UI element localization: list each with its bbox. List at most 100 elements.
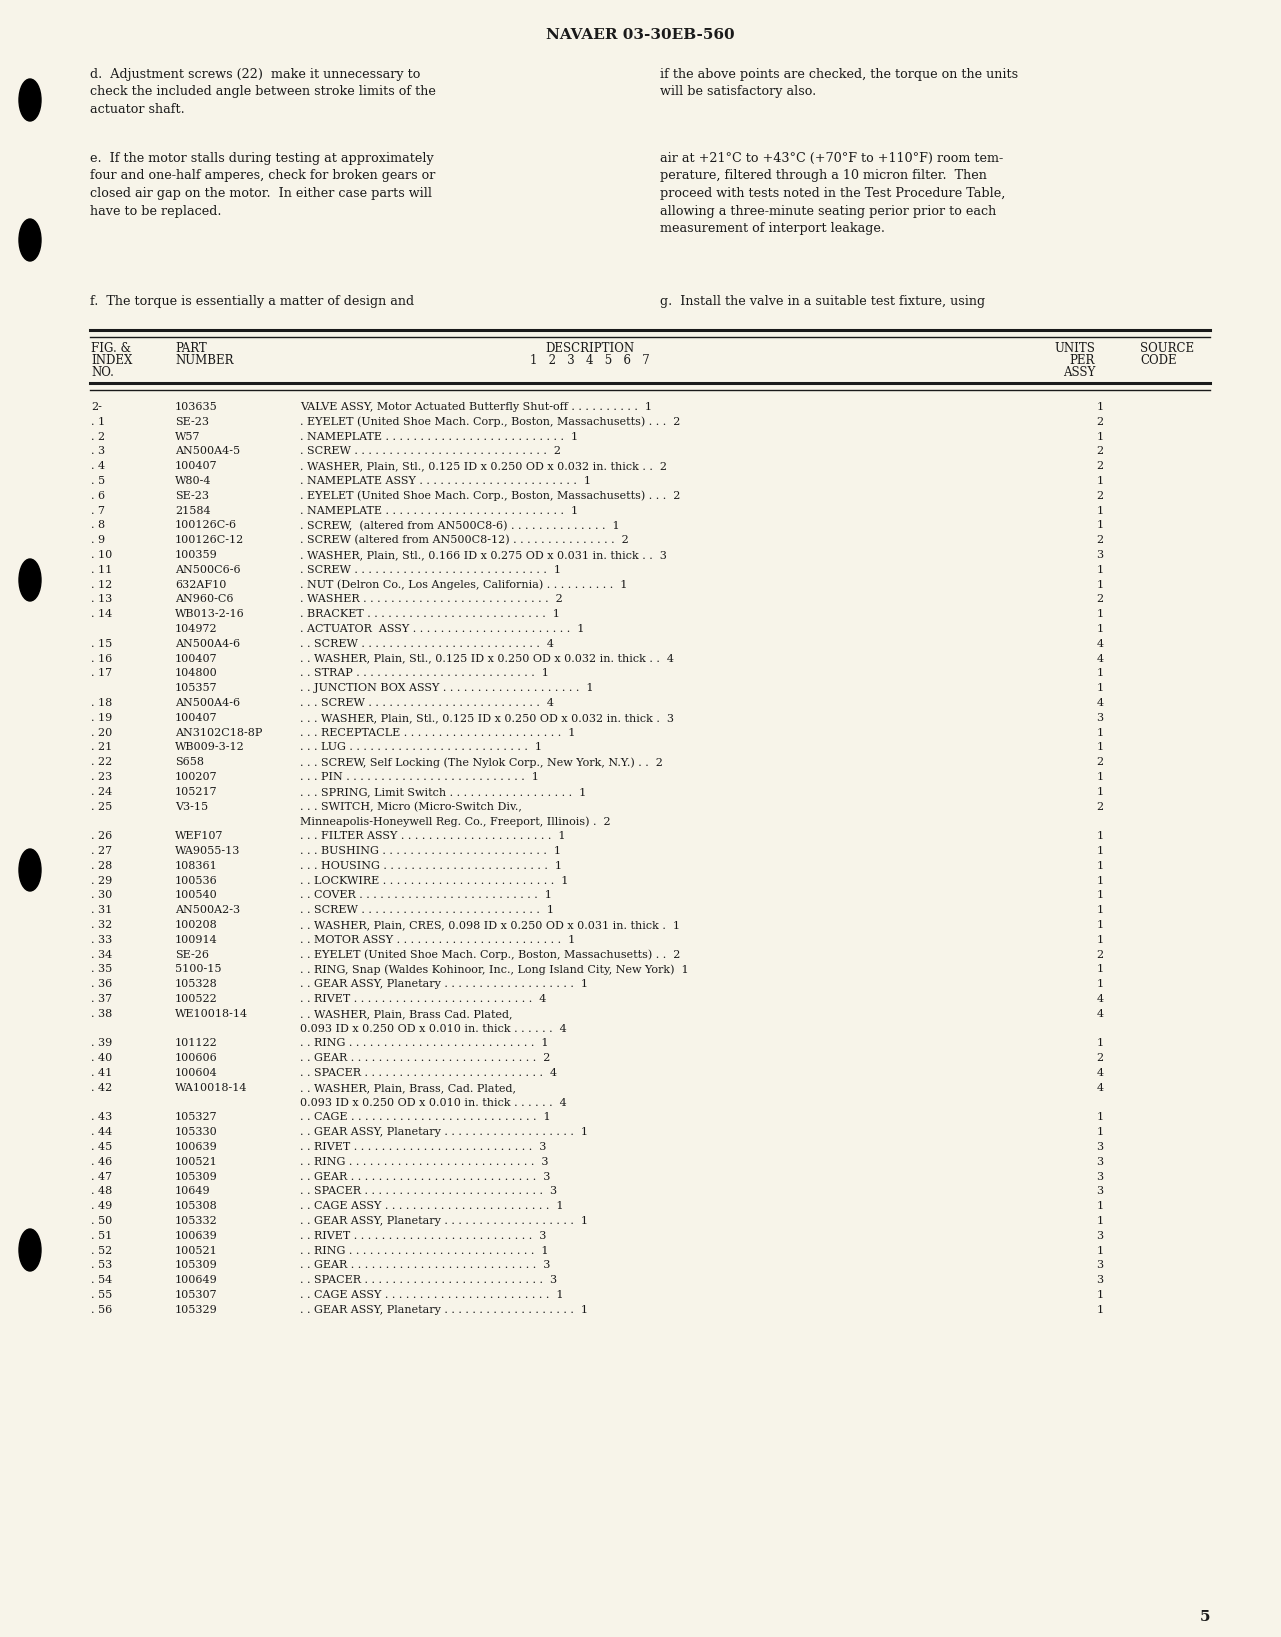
- Text: . 24: . 24: [91, 787, 113, 797]
- Text: WB013-2-16: WB013-2-16: [175, 609, 245, 619]
- Text: . 46: . 46: [91, 1157, 113, 1167]
- Text: 1: 1: [1097, 579, 1103, 589]
- Text: 3: 3: [1097, 1172, 1103, 1182]
- Text: 100536: 100536: [175, 876, 218, 886]
- Text: AN500A4-6: AN500A4-6: [175, 638, 240, 648]
- Ellipse shape: [19, 1229, 41, 1270]
- Text: air at +21°C to +43°C (+70°F to +110°F) room tem-
perature, filtered through a 1: air at +21°C to +43°C (+70°F to +110°F) …: [660, 152, 1006, 236]
- Text: . 41: . 41: [91, 1067, 113, 1079]
- Text: . . GEAR ASSY, Planetary . . . . . . . . . . . . . . . . . . .  1: . . GEAR ASSY, Planetary . . . . . . . .…: [300, 1216, 588, 1226]
- Text: . . CAGE ASSY . . . . . . . . . . . . . . . . . . . . . . . .  1: . . CAGE ASSY . . . . . . . . . . . . . …: [300, 1202, 564, 1211]
- Text: . 56: . 56: [91, 1305, 113, 1315]
- Text: . 13: . 13: [91, 594, 113, 604]
- Text: 100208: 100208: [175, 920, 218, 930]
- Text: . . GEAR ASSY, Planetary . . . . . . . . . . . . . . . . . . .  1: . . GEAR ASSY, Planetary . . . . . . . .…: [300, 979, 588, 989]
- Text: 100407: 100407: [175, 462, 218, 471]
- Text: PART: PART: [175, 342, 206, 355]
- Text: . 19: . 19: [91, 712, 113, 724]
- Text: 105309: 105309: [175, 1260, 218, 1270]
- Text: . . SCREW . . . . . . . . . . . . . . . . . . . . . . . . . .  1: . . SCREW . . . . . . . . . . . . . . . …: [300, 905, 553, 915]
- Text: . . CAGE ASSY . . . . . . . . . . . . . . . . . . . . . . . .  1: . . CAGE ASSY . . . . . . . . . . . . . …: [300, 1290, 564, 1300]
- Text: 4: 4: [1097, 1008, 1103, 1018]
- Text: DESCRIPTION: DESCRIPTION: [546, 342, 634, 355]
- Text: . 51: . 51: [91, 1231, 113, 1241]
- Text: . 1: . 1: [91, 417, 105, 427]
- Text: 1: 1: [1097, 565, 1103, 575]
- Text: . . SPACER . . . . . . . . . . . . . . . . . . . . . . . . . .  4: . . SPACER . . . . . . . . . . . . . . .…: [300, 1067, 557, 1079]
- Text: 1: 1: [1097, 905, 1103, 915]
- Text: 105332: 105332: [175, 1216, 218, 1226]
- Text: 1: 1: [1097, 935, 1103, 945]
- Text: 2: 2: [1097, 417, 1103, 427]
- Text: . . . WASHER, Plain, Stl., 0.125 ID x 0.250 OD x 0.032 in. thick .  3: . . . WASHER, Plain, Stl., 0.125 ID x 0.…: [300, 712, 674, 724]
- Text: 105309: 105309: [175, 1172, 218, 1182]
- Text: 105327: 105327: [175, 1113, 218, 1123]
- Text: . . WASHER, Plain, CRES, 0.098 ID x 0.250 OD x 0.031 in. thick .  1: . . WASHER, Plain, CRES, 0.098 ID x 0.25…: [300, 920, 680, 930]
- Text: PER: PER: [1070, 354, 1095, 367]
- Text: . 55: . 55: [91, 1290, 113, 1300]
- Text: AN3102C18-8P: AN3102C18-8P: [175, 727, 263, 738]
- Text: . . SCREW . . . . . . . . . . . . . . . . . . . . . . . . . .  4: . . SCREW . . . . . . . . . . . . . . . …: [300, 638, 553, 648]
- Text: 1: 1: [1097, 979, 1103, 989]
- Text: 632AF10: 632AF10: [175, 579, 227, 589]
- Text: 1: 1: [1097, 876, 1103, 886]
- Text: 100207: 100207: [175, 773, 218, 782]
- Text: 1: 1: [1097, 668, 1103, 678]
- Text: AN500A4-6: AN500A4-6: [175, 697, 240, 707]
- Text: AN960-C6: AN960-C6: [175, 594, 233, 604]
- Text: . 18: . 18: [91, 697, 113, 707]
- Text: WB009-3-12: WB009-3-12: [175, 743, 245, 753]
- Text: 1: 1: [1097, 1038, 1103, 1048]
- Text: . . RIVET . . . . . . . . . . . . . . . . . . . . . . . . . .  3: . . RIVET . . . . . . . . . . . . . . . …: [300, 1143, 547, 1152]
- Text: . 31: . 31: [91, 905, 113, 915]
- Text: WA9055-13: WA9055-13: [175, 846, 241, 856]
- Text: . WASHER . . . . . . . . . . . . . . . . . . . . . . . . . . .  2: . WASHER . . . . . . . . . . . . . . . .…: [300, 594, 562, 604]
- Text: . . EYELET (United Shoe Mach. Corp., Boston, Massachusetts) . .  2: . . EYELET (United Shoe Mach. Corp., Bos…: [300, 949, 680, 961]
- Text: 1: 1: [1097, 624, 1103, 634]
- Text: . EYELET (United Shoe Mach. Corp., Boston, Massachusetts) . . .  2: . EYELET (United Shoe Mach. Corp., Bosto…: [300, 491, 680, 501]
- Text: 1: 1: [1097, 1216, 1103, 1226]
- Text: . 39: . 39: [91, 1038, 113, 1048]
- Text: 105330: 105330: [175, 1128, 218, 1138]
- Text: . . JUNCTION BOX ASSY . . . . . . . . . . . . . . . . . . . .  1: . . JUNCTION BOX ASSY . . . . . . . . . …: [300, 683, 593, 692]
- Text: . 35: . 35: [91, 964, 113, 974]
- Text: . . . SCREW, Self Locking (The Nylok Corp., New York, N.Y.) . .  2: . . . SCREW, Self Locking (The Nylok Cor…: [300, 758, 662, 768]
- Ellipse shape: [19, 850, 41, 891]
- Text: 2: 2: [1097, 491, 1103, 501]
- Text: . . WASHER, Plain, Brass, Cad. Plated,: . . WASHER, Plain, Brass, Cad. Plated,: [300, 1082, 516, 1094]
- Text: . . . BUSHING . . . . . . . . . . . . . . . . . . . . . . . .  1: . . . BUSHING . . . . . . . . . . . . . …: [300, 846, 561, 856]
- Text: 100407: 100407: [175, 712, 218, 724]
- Text: . . COVER . . . . . . . . . . . . . . . . . . . . . . . . . .  1: . . COVER . . . . . . . . . . . . . . . …: [300, 891, 552, 900]
- Text: . . RING, Snap (Waldes Kohinoor, Inc., Long Island City, New York)  1: . . RING, Snap (Waldes Kohinoor, Inc., L…: [300, 964, 689, 976]
- Text: 1: 1: [1097, 1290, 1103, 1300]
- Text: AN500A2-3: AN500A2-3: [175, 905, 240, 915]
- Text: . . . LUG . . . . . . . . . . . . . . . . . . . . . . . . . .  1: . . . LUG . . . . . . . . . . . . . . . …: [300, 743, 542, 753]
- Text: . . MOTOR ASSY . . . . . . . . . . . . . . . . . . . . . . . .  1: . . MOTOR ASSY . . . . . . . . . . . . .…: [300, 935, 575, 945]
- Text: NAVAER 03-30EB-560: NAVAER 03-30EB-560: [546, 28, 734, 43]
- Text: . . . SPRING, Limit Switch . . . . . . . . . . . . . . . . . .  1: . . . SPRING, Limit Switch . . . . . . .…: [300, 787, 587, 797]
- Text: 100126C-6: 100126C-6: [175, 521, 237, 530]
- Text: . ACTUATOR  ASSY . . . . . . . . . . . . . . . . . . . . . . .  1: . ACTUATOR ASSY . . . . . . . . . . . . …: [300, 624, 584, 634]
- Text: . SCREW . . . . . . . . . . . . . . . . . . . . . . . . . . . .  2: . SCREW . . . . . . . . . . . . . . . . …: [300, 447, 561, 457]
- Text: Minneapolis-Honeywell Reg. Co., Freeport, Illinois) .  2: Minneapolis-Honeywell Reg. Co., Freeport…: [300, 817, 611, 827]
- Text: SOURCE: SOURCE: [1140, 342, 1194, 355]
- Text: . . WASHER, Plain, Brass Cad. Plated,: . . WASHER, Plain, Brass Cad. Plated,: [300, 1008, 512, 1018]
- Text: e.  If the motor stalls during testing at approximately
four and one-half ampere: e. If the motor stalls during testing at…: [90, 152, 436, 218]
- Text: SE-26: SE-26: [175, 949, 209, 959]
- Text: 108361: 108361: [175, 861, 218, 871]
- Text: 105217: 105217: [175, 787, 218, 797]
- Text: . NUT (Delron Co., Los Angeles, California) . . . . . . . . . .  1: . NUT (Delron Co., Los Angeles, Californ…: [300, 579, 628, 591]
- Text: FIG. &: FIG. &: [91, 342, 131, 355]
- Text: WE10018-14: WE10018-14: [175, 1008, 249, 1018]
- Text: . 2: . 2: [91, 432, 105, 442]
- Text: 100522: 100522: [175, 994, 218, 1003]
- Text: . . . RECEPTACLE . . . . . . . . . . . . . . . . . . . . . . .  1: . . . RECEPTACLE . . . . . . . . . . . .…: [300, 727, 575, 738]
- Text: 1: 1: [1097, 1246, 1103, 1256]
- Text: . 8: . 8: [91, 521, 105, 530]
- Text: 1: 1: [1097, 506, 1103, 516]
- Text: . 33: . 33: [91, 935, 113, 945]
- Text: . 34: . 34: [91, 949, 113, 959]
- Text: 4: 4: [1097, 697, 1103, 707]
- Text: . 49: . 49: [91, 1202, 113, 1211]
- Text: 1: 1: [1097, 521, 1103, 530]
